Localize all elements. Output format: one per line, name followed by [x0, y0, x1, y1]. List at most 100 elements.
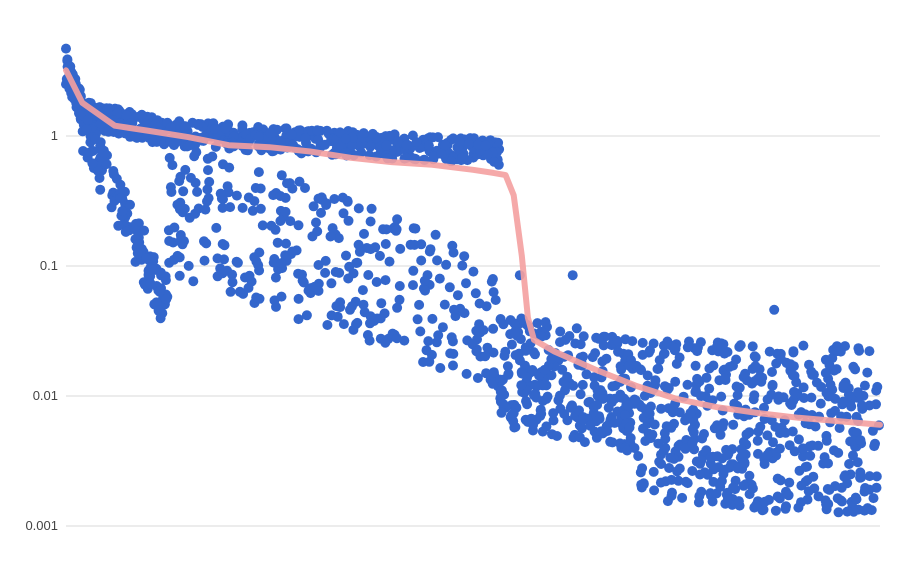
data-point — [715, 481, 726, 492]
data-point — [415, 326, 426, 337]
data-point — [554, 390, 565, 401]
data-point — [612, 335, 623, 346]
data-point — [781, 501, 791, 512]
data-point — [125, 199, 135, 210]
data-point — [275, 137, 286, 148]
data-point — [592, 385, 603, 396]
data-point — [147, 264, 158, 275]
data-point — [838, 380, 849, 391]
data-point — [712, 451, 723, 462]
data-point — [578, 351, 589, 362]
data-point — [412, 314, 423, 325]
data-point — [313, 193, 324, 204]
data-point — [220, 123, 231, 134]
data-point — [471, 346, 482, 357]
data-point — [151, 297, 162, 308]
data-point — [747, 341, 758, 352]
data-point — [322, 320, 333, 330]
data-point — [179, 203, 190, 214]
data-point — [560, 334, 571, 345]
data-point — [716, 391, 727, 402]
data-point — [578, 414, 589, 425]
data-point — [546, 354, 557, 364]
data-point — [428, 151, 439, 162]
data-point — [482, 149, 493, 160]
data-point — [552, 431, 562, 441]
data-point — [473, 139, 484, 150]
data-point — [692, 342, 703, 353]
data-point — [871, 482, 882, 493]
data-point — [392, 302, 403, 313]
data-point — [436, 148, 447, 159]
data-point — [120, 226, 131, 237]
data-point — [364, 335, 375, 346]
data-point — [365, 216, 376, 227]
data-point — [311, 217, 321, 228]
data-point — [856, 400, 867, 411]
data-point — [806, 392, 817, 403]
data-point — [391, 333, 402, 344]
data-point — [680, 443, 691, 454]
data-point — [216, 193, 227, 204]
data-point — [834, 423, 845, 433]
data-point — [630, 395, 641, 406]
data-point — [347, 139, 357, 150]
data-point — [333, 233, 344, 244]
data-point — [342, 196, 353, 207]
data-point — [444, 282, 455, 293]
y-tick-label: 0.001 — [25, 518, 58, 533]
data-point — [482, 342, 493, 353]
data-point — [663, 383, 674, 393]
data-point — [418, 357, 429, 367]
data-point — [410, 223, 421, 234]
data-point — [227, 269, 238, 280]
data-point — [101, 159, 112, 170]
data-point — [864, 471, 875, 482]
data-point — [769, 304, 780, 315]
data-point — [457, 152, 468, 163]
data-point — [269, 295, 280, 306]
data-point — [174, 270, 185, 281]
data-point — [797, 443, 808, 454]
data-point — [527, 365, 538, 375]
data-point — [427, 313, 438, 324]
data-point — [164, 152, 175, 163]
data-point — [231, 190, 242, 201]
data-point — [516, 380, 527, 391]
data-point — [712, 420, 722, 431]
data-point — [488, 287, 499, 298]
data-point — [546, 370, 557, 381]
data-point — [488, 323, 499, 334]
data-point — [528, 419, 539, 430]
data-point — [329, 194, 340, 204]
data-point — [282, 178, 292, 189]
data-point — [868, 493, 879, 504]
data-point — [715, 429, 726, 440]
data-point — [496, 385, 507, 396]
data-point — [532, 380, 543, 391]
data-point — [625, 433, 636, 443]
data-point — [728, 482, 739, 493]
data-point — [548, 415, 559, 426]
data-point — [813, 491, 824, 502]
data-point — [803, 486, 814, 497]
data-point — [770, 505, 781, 516]
data-point — [326, 310, 337, 321]
data-point — [207, 151, 218, 162]
data-point — [447, 336, 458, 347]
data-point — [796, 480, 807, 491]
data-point — [823, 391, 834, 402]
data-point — [384, 256, 395, 267]
data-point — [313, 134, 324, 145]
data-point — [253, 167, 264, 178]
data-point — [520, 345, 531, 356]
data-point — [784, 440, 795, 451]
data-point — [434, 273, 445, 284]
data-point — [257, 220, 268, 231]
data-point — [446, 156, 457, 167]
data-point — [612, 406, 623, 417]
data-point — [637, 337, 648, 348]
data-point — [755, 371, 765, 382]
data-point — [408, 280, 418, 291]
data-point — [393, 136, 403, 147]
